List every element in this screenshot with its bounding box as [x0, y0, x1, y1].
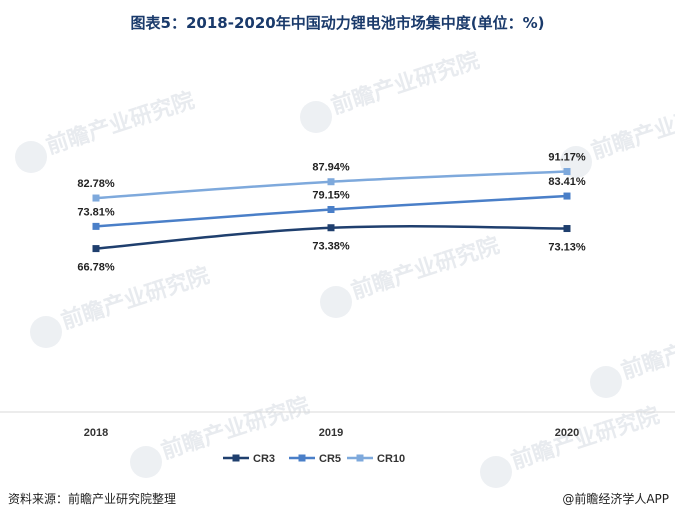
data-point-marker	[563, 192, 571, 200]
data-label: 73.38%	[312, 241, 350, 253]
watermark-text: 前瞻产业研究院	[328, 47, 483, 119]
series-cr10: 82.78% 87.94% 91.17%	[77, 152, 586, 202]
watermark-logo-icon	[300, 101, 332, 133]
data-label: 91.17%	[548, 152, 586, 164]
watermark-text: 前瞻产业研究院	[158, 392, 313, 464]
legend: CR3 CR5 CR10	[223, 453, 405, 465]
brand-credit: @前瞻经济学人APP	[562, 492, 669, 506]
watermark-logo-icon	[480, 456, 512, 488]
legend-marker-swatch	[298, 454, 306, 462]
data-label: 73.81%	[77, 206, 115, 218]
legend-marker-swatch	[356, 454, 364, 462]
watermark-logo-icon	[590, 366, 622, 398]
legend-item-cr3: CR3	[223, 453, 275, 465]
watermark-text: 前瞻产业研究院	[618, 312, 675, 384]
data-point-marker	[563, 168, 571, 176]
data-point-marker	[563, 225, 571, 233]
x-tick-label: 2018	[84, 427, 108, 439]
series-layer: 66.78%73.38% 73.13%73.81%79.15%83.41%82.7…	[77, 152, 586, 274]
watermark-logo-icon	[30, 316, 62, 348]
series-cr5: 73.81% 79.15% 83.41%	[77, 176, 586, 230]
watermark-text: 前瞻产业研究院	[348, 232, 503, 304]
legend-item-cr5: CR5	[289, 453, 341, 465]
data-label: 87.94%	[312, 162, 350, 174]
data-label: 73.13%	[548, 242, 586, 254]
data-point-marker	[92, 222, 100, 230]
watermark-logo-icon	[15, 141, 47, 173]
source-note: 资料来源：前瞻产业研究院整理	[8, 492, 177, 506]
legend-item-cr10: CR10	[347, 453, 405, 465]
legend-label: CR10	[377, 453, 405, 465]
legend-label: CR3	[253, 453, 275, 465]
watermark-logo-icon	[130, 446, 162, 478]
data-label: 82.78%	[77, 178, 115, 190]
data-point-marker	[327, 206, 335, 214]
legend-marker-swatch	[232, 454, 240, 462]
watermark-text: 前瞻产业研究院	[43, 87, 198, 159]
chart-title: 图表5：2018-2020年中国动力锂电池市场集中度(单位：%)	[130, 14, 545, 32]
watermark-logo-icon	[320, 286, 352, 318]
series-cr3: 66.78% 73.38% 73.13%	[77, 224, 586, 274]
data-label: 83.41%	[548, 176, 586, 188]
x-tick-labels: 2018 2019 2020	[84, 427, 579, 439]
data-point-marker	[92, 194, 100, 202]
data-point-marker	[92, 245, 100, 253]
watermark-text: 前瞻产业研究院	[588, 92, 675, 164]
watermark-text: 前瞻产业研究院	[508, 402, 663, 474]
data-point-marker	[327, 178, 335, 186]
x-tick-label: 2019	[319, 427, 343, 439]
data-label: 79.15%	[312, 190, 350, 202]
x-tick-label: 2020	[555, 427, 579, 439]
legend-label: CR5	[319, 453, 341, 465]
data-point-marker	[327, 224, 335, 232]
data-label: 66.78%	[77, 262, 115, 274]
